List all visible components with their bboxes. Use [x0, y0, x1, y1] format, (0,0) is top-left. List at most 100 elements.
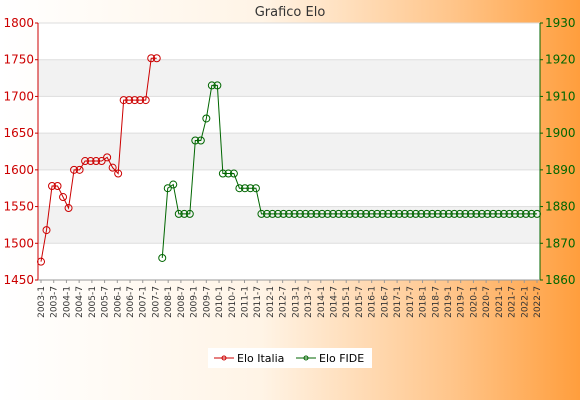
series-line-elo-italia — [40, 57, 157, 262]
grid-band — [38, 133, 540, 170]
data-point-elo-fide — [461, 209, 470, 218]
data-point-elo-fide — [301, 209, 310, 218]
data-point-elo-fide — [240, 184, 249, 193]
data-point-elo-italia — [114, 169, 123, 178]
data-point-elo-italia — [147, 54, 156, 63]
data-point-elo-fide — [207, 81, 216, 90]
data-point-elo-fide — [373, 209, 382, 218]
data-point-elo-fide — [235, 184, 244, 193]
data-point-elo-fide — [268, 209, 277, 218]
data-point-elo-italia — [86, 157, 95, 166]
right-tick-label: 1860 — [545, 273, 576, 287]
data-point-elo-italia — [103, 153, 112, 162]
x-tick-label: 2014-7 — [330, 286, 340, 318]
left-tick-label: 1650 — [3, 126, 34, 140]
x-tick-label: 2005-7 — [101, 286, 111, 318]
data-point-elo-fide — [218, 169, 227, 178]
data-point-elo-fide — [329, 209, 338, 218]
data-point-elo-fide — [334, 209, 343, 218]
x-tick-label: 2008-1 — [164, 286, 174, 318]
data-point-elo-italia — [42, 226, 51, 235]
x-tick-label: 2020-1 — [469, 286, 479, 318]
legend-marker-elo-fide — [303, 355, 309, 361]
chart-title: Grafico Elo — [255, 5, 326, 20]
data-point-elo-fide — [174, 209, 183, 218]
left-tick-label: 1750 — [3, 53, 34, 67]
grid-bands — [38, 59, 540, 244]
data-point-elo-fide — [417, 209, 426, 218]
series-elo-fide — [158, 81, 541, 262]
legend-label-elo-italia: Elo Italia — [237, 352, 284, 365]
right-tick-label: 1930 — [545, 16, 576, 30]
data-point-elo-fide — [439, 209, 448, 218]
right-tick-label: 1890 — [545, 163, 576, 177]
left-tick-label: 1450 — [3, 273, 34, 287]
data-point-elo-fide — [196, 136, 205, 145]
data-point-elo-fide — [169, 180, 178, 189]
data-point-elo-fide — [472, 209, 481, 218]
left-tick-label: 1500 — [3, 236, 34, 250]
data-point-elo-fide — [158, 253, 167, 262]
data-point-elo-fide — [533, 209, 541, 218]
right-tick-label: 1920 — [545, 53, 576, 67]
x-tick-label: 2015-1 — [342, 286, 352, 318]
data-point-elo-italia — [141, 96, 150, 105]
legend: Elo Italia Elo FIDE — [208, 348, 372, 368]
data-point-elo-fide — [251, 184, 260, 193]
legend-marker-elo-italia — [221, 355, 227, 361]
x-tick-label: 2013-7 — [304, 286, 314, 318]
x-tick-label: 2017-1 — [393, 286, 403, 318]
x-tick-label: 2011-7 — [253, 286, 263, 318]
data-point-elo-fide — [428, 209, 437, 218]
data-point-elo-fide — [378, 209, 387, 218]
data-point-elo-fide — [340, 209, 349, 218]
data-point-elo-italia — [75, 165, 84, 174]
x-tick-label: 2005-1 — [88, 286, 98, 318]
x-tick-label: 2015-7 — [355, 286, 365, 318]
right-tick-label: 1910 — [545, 89, 576, 103]
data-point-elo-fide — [296, 209, 305, 218]
data-point-elo-fide — [246, 184, 255, 193]
x-tick-label: 2018-7 — [431, 286, 441, 318]
left-tick-label: 1550 — [3, 200, 34, 214]
data-point-elo-fide — [229, 169, 238, 178]
data-point-elo-fide — [406, 209, 415, 218]
right-tick-label: 1880 — [545, 200, 576, 214]
data-point-elo-fide — [367, 209, 376, 218]
data-point-elo-fide — [163, 184, 172, 193]
data-point-elo-fide — [262, 209, 271, 218]
data-point-elo-fide — [527, 209, 536, 218]
x-tick-label: 2022-7 — [533, 286, 543, 318]
right-y-axis: 1860 1870 1880 1890 1900 1910 1920 1930 — [539, 16, 576, 287]
x-tick-label: 2007-1 — [139, 286, 149, 318]
x-tick-label: 2004-7 — [75, 286, 85, 318]
data-point-elo-fide — [213, 81, 222, 90]
data-point-elo-fide — [279, 209, 288, 218]
data-point-elo-fide — [273, 209, 282, 218]
data-point-elo-fide — [483, 209, 492, 218]
x-tick-label: 2021-1 — [495, 286, 505, 318]
data-point-elo-fide — [185, 209, 194, 218]
data-point-elo-fide — [290, 209, 299, 218]
x-tick-label: 2010-1 — [215, 286, 225, 318]
left-tick-label: 1800 — [3, 16, 34, 30]
data-point-elo-fide — [384, 209, 393, 218]
data-point-elo-italia — [64, 204, 73, 213]
x-tick-label: 2017-7 — [406, 286, 416, 318]
legend-box — [208, 348, 372, 368]
x-tick-label: 2004-1 — [62, 286, 72, 318]
x-tick-label: 2010-7 — [228, 286, 238, 318]
data-point-elo-italia — [81, 157, 90, 166]
data-point-elo-italia — [70, 165, 79, 174]
data-point-elo-fide — [362, 209, 371, 218]
data-point-elo-italia — [59, 193, 68, 202]
data-point-elo-fide — [285, 209, 293, 218]
x-tick-label: 2011-1 — [240, 286, 250, 318]
x-tick-label: 2013-1 — [291, 286, 301, 318]
data-point-elo-fide — [191, 136, 200, 145]
x-tick-label: 2019-1 — [444, 286, 454, 318]
data-point-elo-italia — [119, 96, 128, 105]
data-point-elo-fide — [422, 209, 431, 218]
data-point-elo-italia — [136, 96, 145, 105]
